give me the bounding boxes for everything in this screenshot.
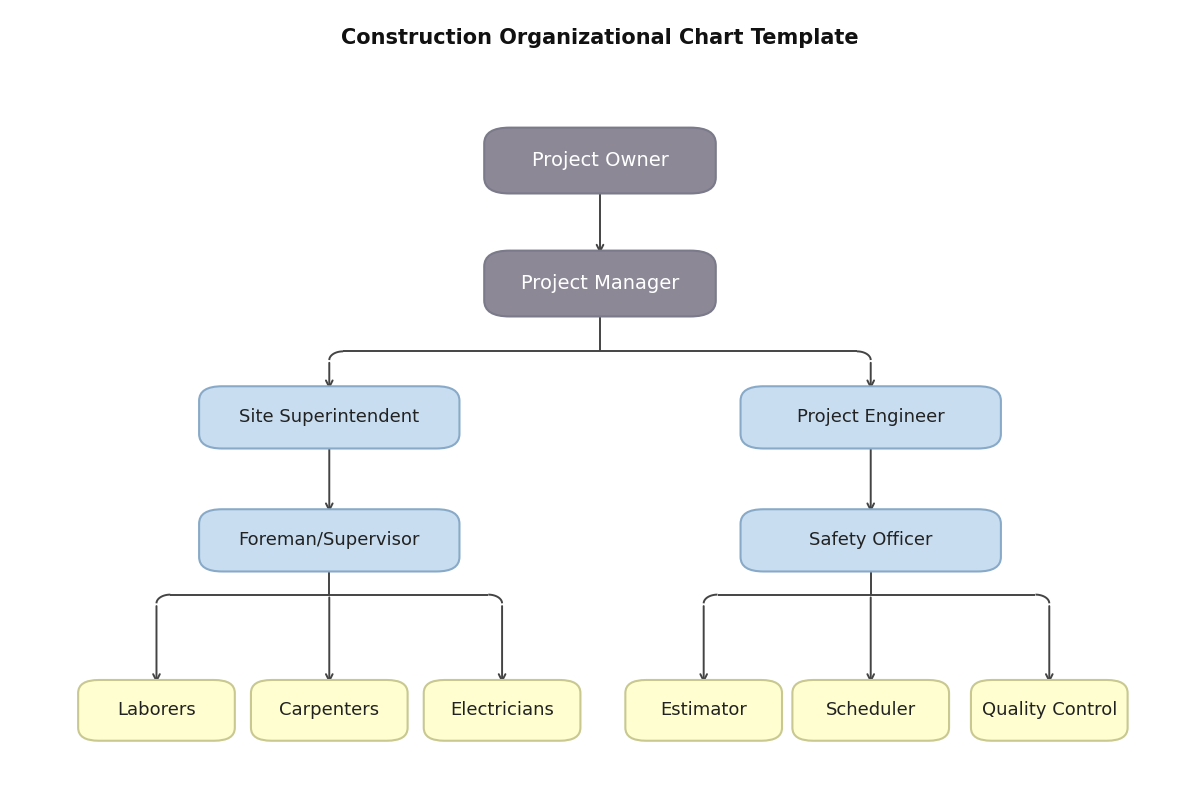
Text: Project Engineer: Project Engineer — [797, 409, 944, 426]
Text: Foreman/Supervisor: Foreman/Supervisor — [239, 531, 420, 549]
Text: Scheduler: Scheduler — [826, 701, 916, 719]
FancyBboxPatch shape — [199, 386, 460, 448]
Text: Estimator: Estimator — [660, 701, 748, 719]
Text: Project Owner: Project Owner — [532, 151, 668, 170]
Text: Safety Officer: Safety Officer — [809, 531, 932, 549]
FancyBboxPatch shape — [485, 250, 715, 316]
Text: Construction Organizational Chart Template: Construction Organizational Chart Templa… — [341, 28, 859, 48]
FancyBboxPatch shape — [971, 680, 1128, 741]
Text: Project Manager: Project Manager — [521, 274, 679, 293]
FancyBboxPatch shape — [625, 680, 782, 741]
FancyBboxPatch shape — [740, 510, 1001, 572]
Text: Electricians: Electricians — [450, 701, 554, 719]
FancyBboxPatch shape — [199, 510, 460, 572]
FancyBboxPatch shape — [740, 386, 1001, 448]
Text: Carpenters: Carpenters — [280, 701, 379, 719]
FancyBboxPatch shape — [424, 680, 581, 741]
Text: Quality Control: Quality Control — [982, 701, 1117, 719]
FancyBboxPatch shape — [485, 128, 715, 193]
Text: Laborers: Laborers — [118, 701, 196, 719]
FancyBboxPatch shape — [251, 680, 408, 741]
Text: Site Superintendent: Site Superintendent — [239, 409, 419, 426]
FancyBboxPatch shape — [78, 680, 235, 741]
FancyBboxPatch shape — [792, 680, 949, 741]
